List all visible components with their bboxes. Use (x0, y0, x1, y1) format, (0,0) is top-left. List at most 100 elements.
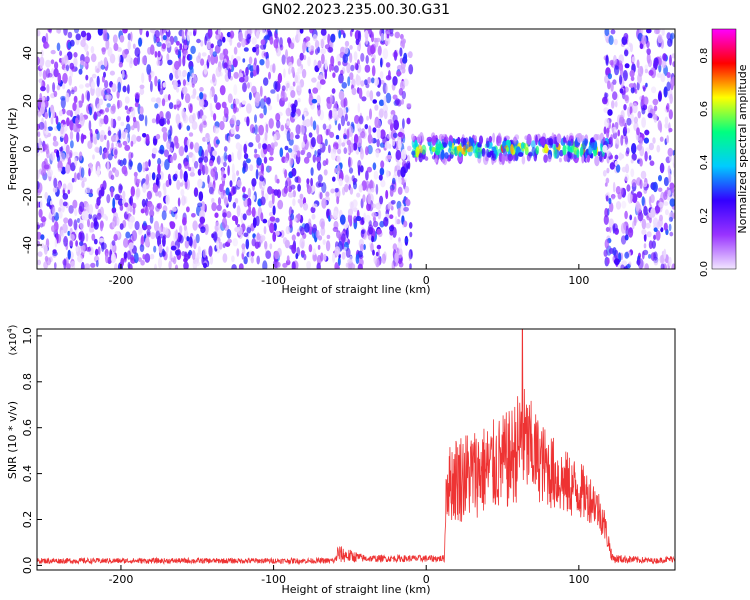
spectrogram-cell (382, 48, 389, 60)
spectrogram-cell (336, 231, 341, 239)
spectrogram-cell (615, 164, 621, 173)
spectrogram-cell (242, 186, 246, 193)
spectrogram-cell (341, 142, 346, 147)
spectrogram-cell (93, 238, 98, 245)
spectrogram-cell (381, 253, 387, 264)
spectrogram-cell (201, 114, 207, 120)
spectrogram-cell (631, 153, 637, 161)
spectrogram-cell (632, 220, 635, 230)
spectrogram-cell (664, 209, 669, 216)
spectrogram-cell (594, 155, 600, 167)
spectrogram-cell (535, 145, 540, 155)
spectrogram-cell (360, 80, 365, 87)
spectrogram-cell (317, 106, 321, 117)
spectrogram-cell (622, 70, 628, 82)
spectrogram-cell (657, 34, 663, 44)
spectrogram-cell (364, 64, 371, 73)
spectrogram-cell (154, 75, 158, 87)
spectrogram-cell (259, 113, 264, 119)
spectrogram-cell (159, 29, 163, 36)
spectrogram-cell (124, 202, 129, 208)
spectrogram-cell (668, 172, 672, 183)
spectrogram-cell (260, 212, 264, 222)
spectrogram-cell (175, 229, 179, 241)
spectrogram-cell (286, 82, 290, 89)
spectrogram-cell (627, 192, 633, 204)
spectrogram-cell (619, 88, 624, 94)
spectrogram-cell (360, 52, 365, 62)
spectrogram-cell (660, 263, 665, 269)
spectrogram-cell (614, 258, 620, 266)
spectrogram-cell (647, 58, 653, 68)
spectrogram-cell (641, 196, 645, 207)
spectrogram-cell (60, 229, 65, 238)
spectrogram-cell (139, 29, 143, 36)
spectrogram-cell (182, 86, 188, 95)
spectrogram-cell (73, 86, 78, 93)
spectrogram-cell (223, 48, 229, 57)
spectrogram-cell (619, 74, 623, 85)
snr-y-ticks: 0.0 0.2 0.4 0.6 0.8 1.0 (21, 327, 42, 574)
spectrogram-cell (45, 32, 49, 44)
spectrogram-cell (80, 30, 87, 38)
spectrogram-cell (353, 207, 358, 213)
spectrogram-cell (234, 197, 239, 204)
spectrogram-cell (110, 174, 115, 181)
spectrogram-cell (317, 244, 321, 250)
spectrogram-cell (63, 54, 69, 64)
spectrogram-cell (144, 206, 149, 216)
spectrogram-cell (636, 81, 640, 91)
spectrogram-cell (179, 225, 183, 234)
spectrogram-cell (42, 70, 47, 80)
spectrogram-cell (163, 149, 169, 158)
spectrogram-cell (37, 112, 42, 117)
spectrogram-cell (389, 225, 394, 232)
spectrogram-cell (56, 123, 61, 130)
spectrogram-cell (158, 226, 163, 234)
spectrogram-cell (363, 244, 366, 250)
spectrogram-cell (165, 180, 170, 188)
spectrogram-cell (248, 142, 254, 148)
spectrogram-cell (44, 112, 49, 119)
spectrogram-cell (192, 74, 197, 85)
spectrogram-cell (637, 66, 644, 77)
spectrogram-cell (402, 56, 408, 64)
spectrogram-cell (177, 163, 182, 170)
spectrogram-cell (216, 155, 221, 165)
spectrogram-cell (653, 60, 658, 71)
spectrogram-cell (140, 208, 145, 214)
spectrogram-cell (242, 162, 249, 173)
spectrogram-cell (133, 57, 139, 66)
spectrogram-cell (620, 153, 625, 159)
snr-background (37, 329, 675, 570)
spectrogram-cell (501, 153, 506, 165)
spectrogram-cell (603, 249, 608, 257)
spectrogram-cell (604, 29, 610, 37)
spectrogram-cell (380, 160, 385, 169)
spectrogram-cell (264, 34, 270, 40)
spectrogram-cell (104, 80, 109, 89)
spectrogram-cell (139, 106, 144, 115)
spectrogram-cell (334, 246, 341, 257)
spectrogram-cell (405, 199, 411, 207)
spectrogram-cell (552, 144, 557, 150)
spectrogram-cell (40, 216, 47, 223)
spectrogram-cell (37, 259, 41, 266)
spectrogram-cell (366, 115, 369, 121)
spectrogram-cell (328, 124, 332, 130)
spectrogram-cell (99, 134, 105, 143)
spectrogram-cell (142, 253, 146, 260)
spectrogram-cell (104, 134, 107, 140)
spectrogram-cell (178, 48, 182, 55)
spectrogram-cell (463, 145, 466, 152)
spectrogram-cell (322, 123, 327, 130)
spectrogram-cell (307, 56, 311, 67)
spectrogram-cell (345, 262, 349, 268)
spectrogram-cell (330, 188, 335, 194)
spectrogram-cell (312, 87, 319, 94)
spectrogram-cell (103, 71, 106, 78)
spectrogram-cell (67, 189, 71, 195)
spectrogram-cell (668, 256, 672, 267)
spectrogram-cell (289, 131, 294, 141)
